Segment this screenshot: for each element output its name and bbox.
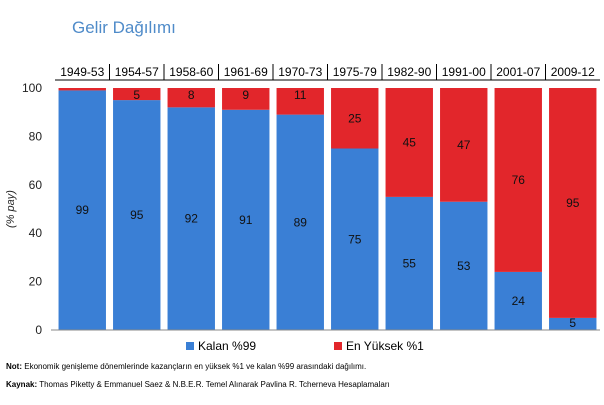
period-label: 1970-73 — [278, 65, 322, 79]
period-labels: 1949-53 1954-57 1958-60 1961-69 1970-73 1975-… — [55, 64, 600, 81]
source: Kaynak: Thomas Piketty & Emmanuel Saez &… — [6, 380, 390, 389]
period-label: 1954-57 — [115, 65, 159, 79]
note-text: Ekonomik genişleme dönemlerinde kazançla… — [24, 362, 367, 371]
data-label-kalan: 89 — [294, 215, 308, 229]
legend-label-kalan: Kalan %99 — [198, 339, 256, 353]
y-tick-label: 80 — [29, 129, 43, 143]
bar-segment-kalan — [549, 317, 597, 330]
bar-segment-kalan — [440, 201, 488, 330]
note: Not: Ekonomik genişleme dönemlerinde kaz… — [6, 362, 366, 371]
y-tick-label: 60 — [29, 178, 43, 192]
y-tick-label: 100 — [22, 81, 42, 95]
bar-segment-kalan — [113, 100, 161, 330]
data-label-kalan: 91 — [239, 213, 253, 227]
source-text: Thomas Piketty & Emmanuel Saez & N.B.E.R… — [39, 380, 390, 389]
data-label-kalan: 5 — [569, 316, 576, 330]
data-label-kalan: 53 — [457, 259, 471, 273]
y-tick-label: 20 — [29, 275, 43, 289]
data-label-en-yuksek: 11 — [294, 88, 307, 102]
bar-segment-en-yuksek — [331, 88, 379, 149]
stacked-bar-chart: 1949-53 1954-57 1958-60 1961-69 1970-73 1975-… — [5, 64, 600, 353]
bar-segment-en-yuksek — [276, 88, 324, 115]
period-label: 1991-00 — [442, 65, 486, 79]
note-label: Not: — [6, 362, 22, 371]
bar-segment-kalan — [167, 107, 215, 330]
bar-segment-en-yuksek — [58, 88, 106, 91]
bar-segment-kalan — [331, 148, 379, 330]
period-label: 2001-07 — [496, 65, 540, 79]
bar-segment-kalan — [222, 109, 270, 330]
data-label-kalan: 55 — [403, 256, 417, 270]
bars: 99 95 5 92 8 91 9 89 11 75 25 55 45 53 47 24 76 5 95 — [58, 88, 597, 331]
period-label: 1982-90 — [387, 65, 431, 79]
period-label: 1961-69 — [224, 65, 268, 79]
bar-segment-en-yuksek — [113, 88, 161, 101]
bar-segment-en-yuksek — [167, 88, 215, 108]
chart-title: Gelir Dağılımı — [72, 18, 176, 37]
y-axis: 0 20 40 60 80 100 (% pay) — [5, 81, 600, 337]
period-label: 1949-53 — [60, 65, 104, 79]
data-label-en-yuksek: 8 — [188, 88, 195, 102]
y-tick-label: 0 — [35, 323, 42, 337]
bar-segment-en-yuksek — [494, 88, 542, 272]
source-label: Kaynak: — [6, 380, 38, 389]
bar-segment-kalan — [494, 271, 542, 330]
data-label-en-yuksek: 95 — [566, 196, 580, 210]
period-label: 2009-12 — [551, 65, 595, 79]
bar-segment-en-yuksek — [549, 88, 597, 318]
legend-label-en-yuksek: En Yüksek %1 — [346, 339, 424, 353]
data-label-kalan: 24 — [512, 294, 526, 308]
bar-segment-kalan — [276, 114, 324, 331]
bar-segment-en-yuksek — [440, 88, 488, 202]
bar-segment-kalan — [58, 90, 106, 330]
y-axis-label: (% pay) — [5, 190, 17, 228]
bar-segment-kalan — [385, 196, 433, 330]
data-label-en-yuksek: 5 — [133, 88, 140, 102]
data-label-en-yuksek: 45 — [403, 135, 417, 149]
data-label-en-yuksek: 25 — [348, 111, 362, 125]
data-label-en-yuksek: 9 — [242, 88, 249, 102]
legend: Kalan %99 En Yüksek %1 — [186, 339, 424, 353]
bar-segment-en-yuksek — [385, 88, 433, 197]
data-label-kalan: 75 — [348, 232, 362, 246]
period-label: 1975-79 — [333, 65, 377, 79]
data-label-en-yuksek: 76 — [512, 173, 526, 187]
bar-segment-en-yuksek — [222, 88, 270, 110]
period-label: 1958-60 — [169, 65, 213, 79]
data-label-kalan: 92 — [185, 212, 199, 226]
legend-swatch-en-yuksek — [334, 342, 342, 350]
data-label-en-yuksek: 47 — [457, 138, 471, 152]
legend-swatch-kalan — [186, 342, 194, 350]
data-label-kalan: 99 — [76, 203, 90, 217]
y-tick-label: 40 — [29, 226, 43, 240]
data-label-kalan: 95 — [130, 208, 144, 222]
